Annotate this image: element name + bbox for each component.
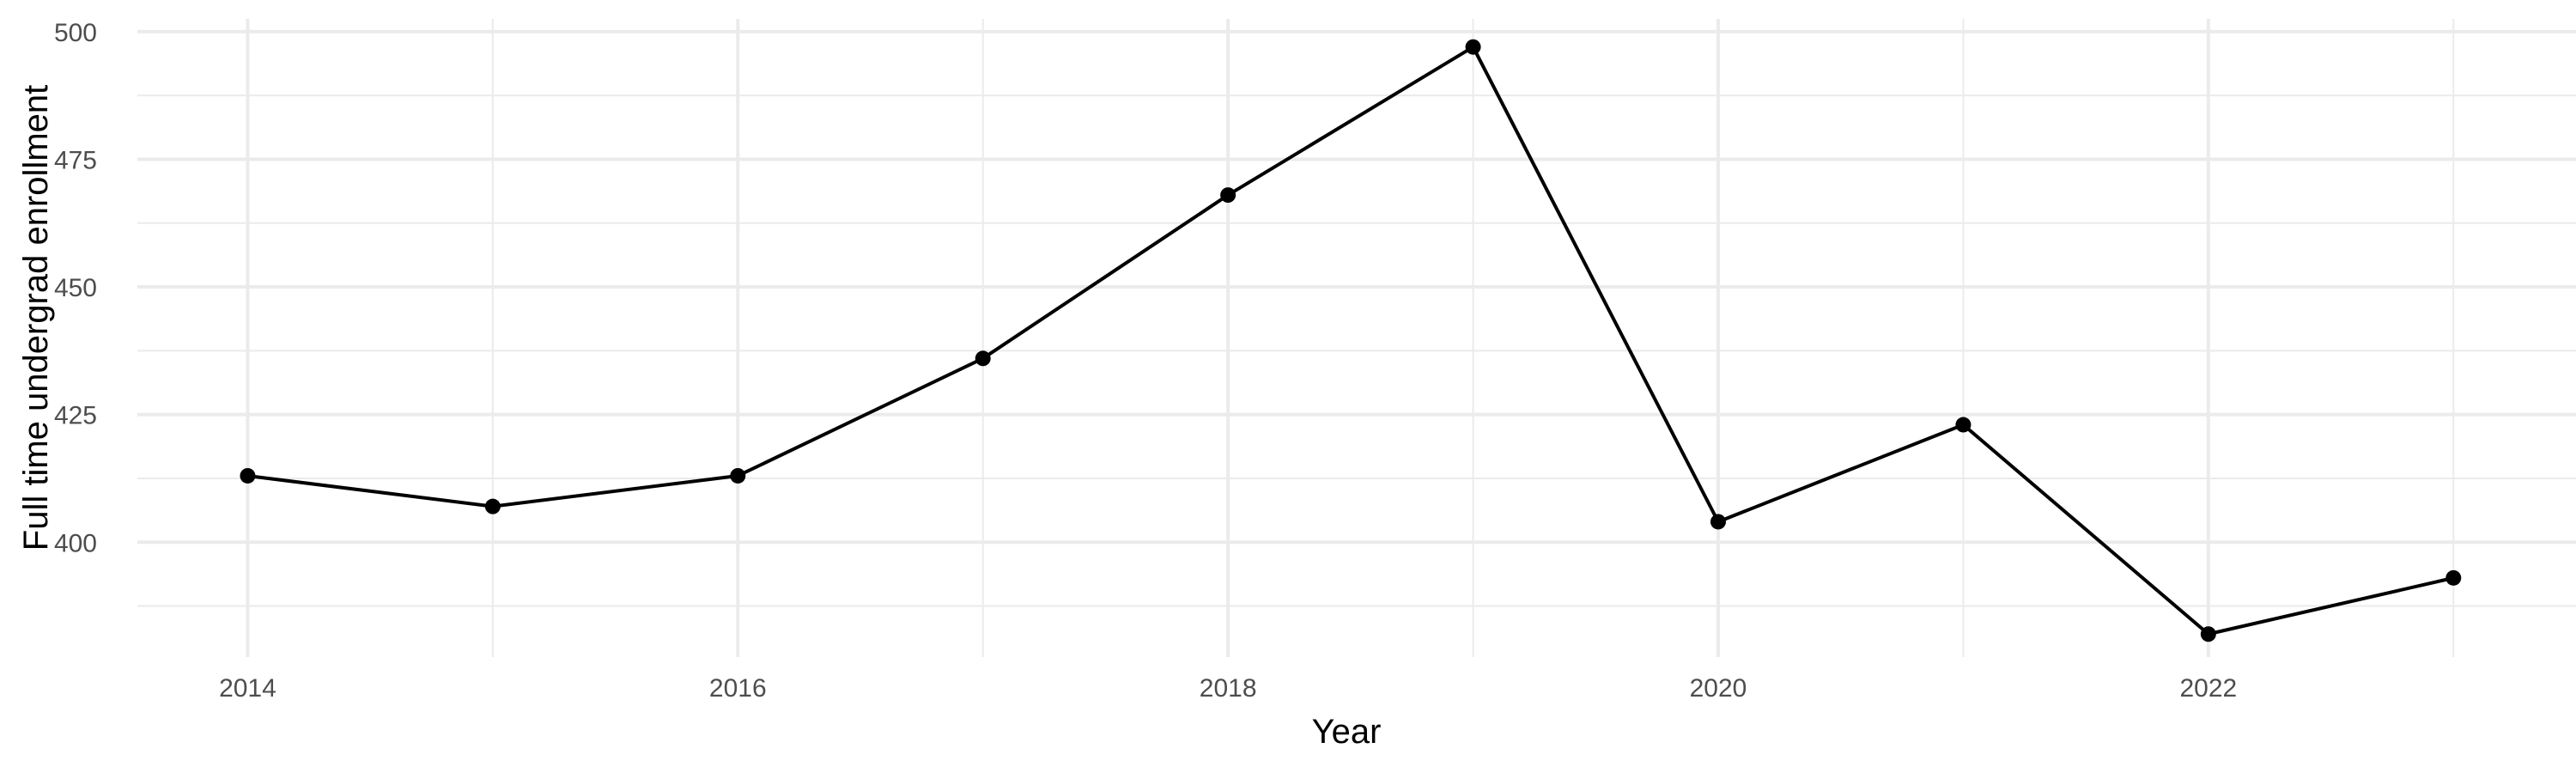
x-tick-label: 2022: [2179, 674, 2237, 703]
data-point: [2200, 626, 2216, 642]
data-point: [1710, 514, 1727, 530]
y-tick-label: 475: [54, 146, 97, 174]
x-tick-label: 2018: [1200, 674, 1257, 703]
y-tick-label: 500: [54, 19, 97, 47]
x-axis-ticks: 2014 2016 2018 2020 2022: [219, 674, 2237, 703]
y-tick-label: 450: [54, 274, 97, 302]
data-point: [1465, 39, 1481, 55]
data-point: [240, 467, 256, 484]
x-tick-label: 2014: [219, 674, 276, 703]
x-tick-label: 2016: [709, 674, 767, 703]
series: [240, 39, 2462, 642]
data-point: [975, 350, 991, 367]
series-line: [247, 45, 2454, 636]
y-axis-title: Full time undergrad enrollment: [17, 85, 55, 551]
data-point: [2445, 569, 2462, 586]
data-point: [484, 498, 501, 514]
x-axis-title: Year: [1312, 713, 1382, 751]
x-tick-label: 2020: [1690, 674, 1747, 703]
y-axis-ticks: 400 425 450 475 500: [54, 19, 97, 557]
data-point: [1955, 417, 1971, 433]
data-point: [1220, 187, 1236, 204]
grid: [137, 19, 2576, 657]
data-point: [730, 467, 746, 484]
y-tick-label: 425: [54, 402, 97, 430]
y-tick-label: 400: [54, 529, 97, 557]
